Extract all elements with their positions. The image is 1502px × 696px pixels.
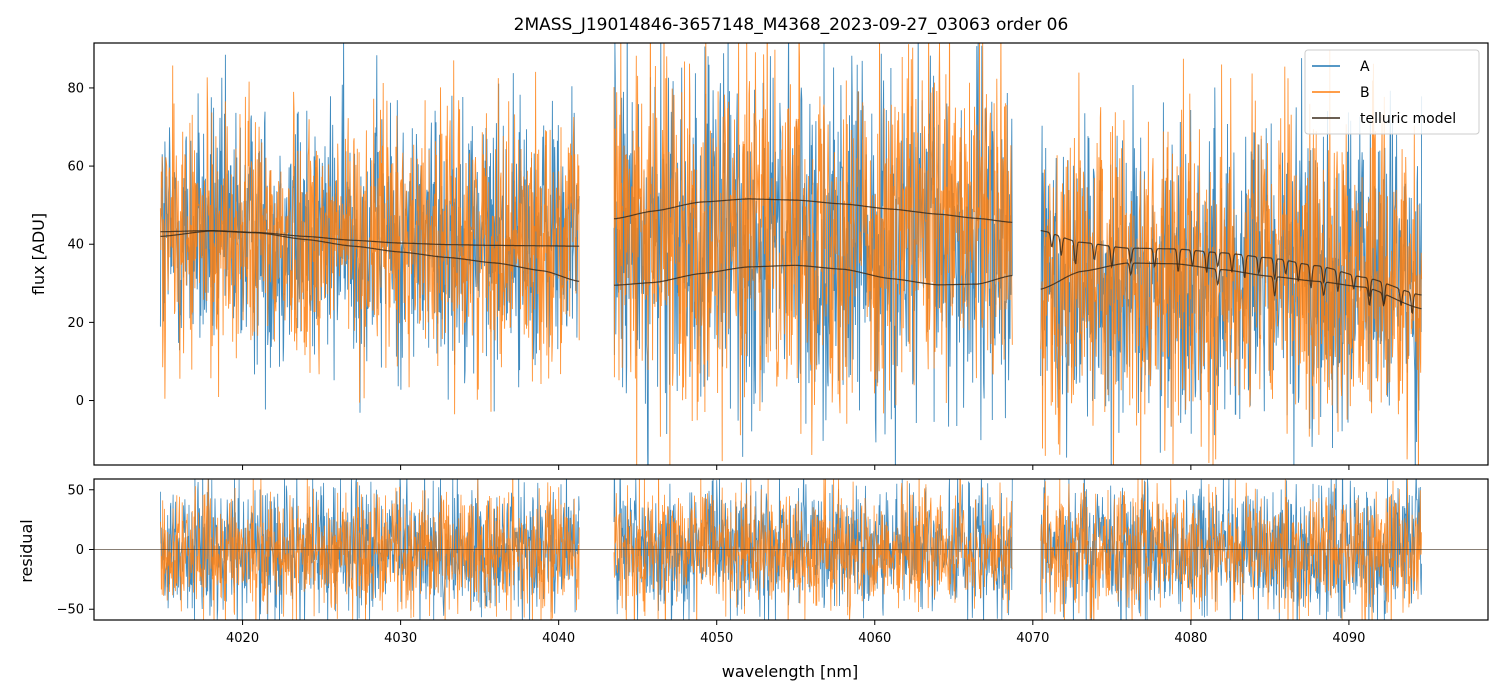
flux-series-b-segment-1 (159, 60, 580, 415)
flux-series-b-segment-3 (1040, 50, 1423, 465)
residual-panel-data (94, 479, 1488, 620)
x-tick-label-4070: 4070 (1016, 631, 1049, 646)
telluric-model-curve-5 (1040, 230, 1422, 315)
legend: A B telluric model (1304, 49, 1480, 135)
telluric-model-curve-2 (160, 230, 580, 282)
telluric-model-curve-6 (1040, 262, 1422, 310)
x-tick-label-4080: 4080 (1174, 631, 1207, 646)
flux-y-tick-label-80: 80 (67, 81, 84, 96)
flux-y-tick-label-20: 20 (67, 316, 84, 331)
legend-frame (1304, 49, 1480, 135)
x-tick-label-4050: 4050 (700, 631, 733, 646)
residual-y-tick-label--50: −50 (57, 603, 84, 618)
telluric-model-curve-4 (613, 264, 1013, 286)
flux-y-tick-label-0: 0 (76, 394, 84, 409)
legend-label-telluric: telluric model (1360, 111, 1456, 127)
flux-series-b-segment-2 (613, 43, 1013, 465)
flux-x-ticks (242, 465, 1350, 470)
flux-y-tick-label-60: 60 (67, 160, 84, 175)
residual-y-tick-label-0: 0 (76, 543, 84, 558)
legend-label-a: A (1360, 59, 1370, 75)
flux-panel-frame (93, 42, 1489, 466)
residual-y-axis: −50 0 50 (57, 483, 94, 618)
residual-series-b-segment-1 (160, 479, 580, 620)
x-tick-label-4090: 4090 (1332, 631, 1365, 646)
residual-y-axis-label: residual (17, 519, 36, 582)
legend-label-b: B (1360, 85, 1370, 101)
telluric-model-curve-3 (613, 198, 1013, 223)
x-tick-label-4060: 4060 (858, 631, 891, 646)
flux-panel-data (159, 43, 1423, 465)
residual-y-tick-label-50: 50 (67, 483, 84, 498)
flux-y-axis-label: flux [ADU] (29, 213, 48, 295)
flux-y-tick-label-40: 40 (67, 238, 84, 253)
x-tick-label-4040: 4040 (542, 631, 575, 646)
flux-y-axis: 0 20 40 60 80 (67, 81, 94, 409)
x-tick-label-4020: 4020 (226, 631, 259, 646)
residual-x-axis: 4020 4030 4040 4050 4060 4070 4080 4090 (226, 620, 1365, 646)
x-tick-label-4030: 4030 (384, 631, 417, 646)
chart-title: 2MASS_J19014846-3657148_M4368_2023-09-27… (514, 15, 1069, 35)
x-axis-label: wavelength [nm] (722, 662, 859, 681)
residual-series-b-segment-3 (1040, 479, 1422, 620)
residual-series-b-segment-2 (613, 479, 1013, 620)
